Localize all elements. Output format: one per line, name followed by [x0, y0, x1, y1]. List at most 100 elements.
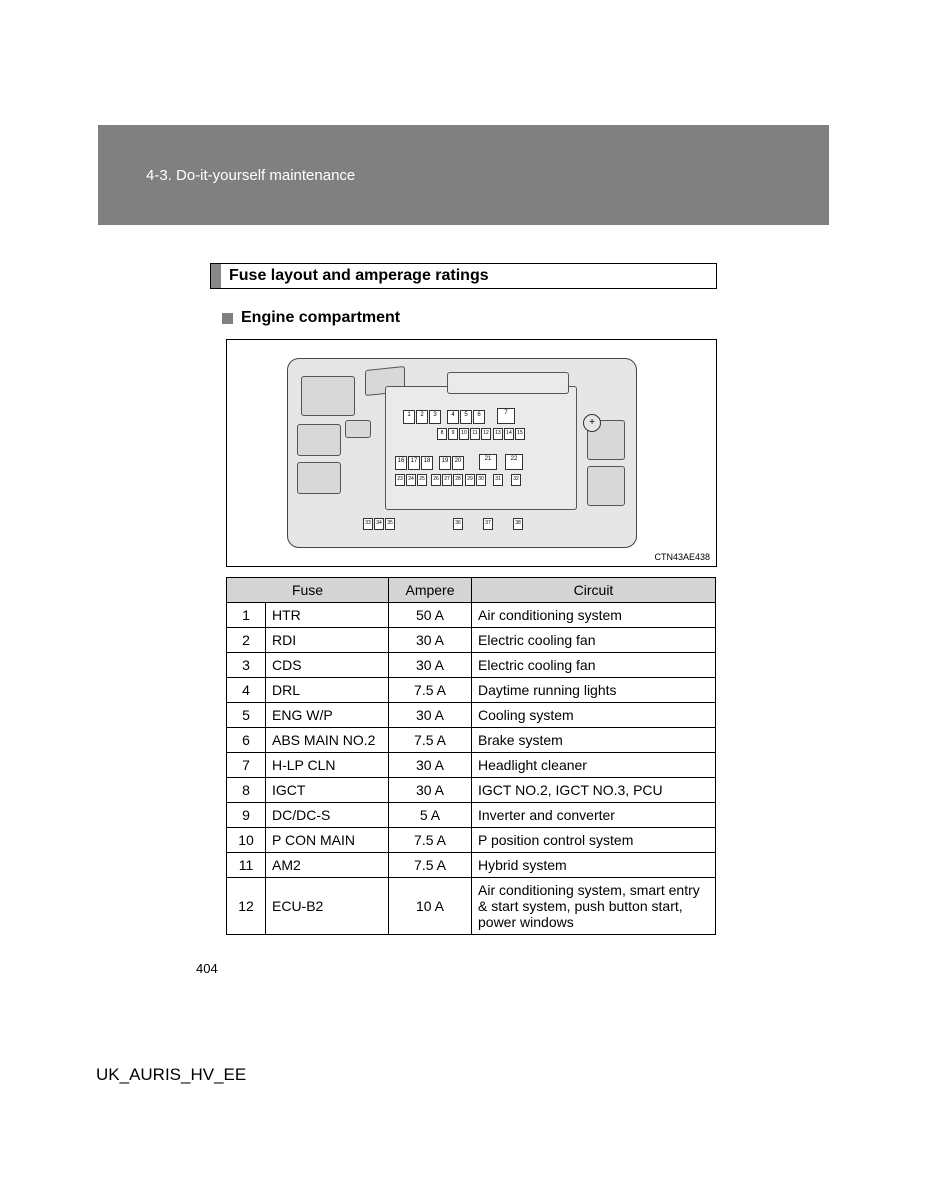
manual-page: 4-3. Do-it-yourself maintenance Fuse lay… [0, 125, 927, 1145]
fusebox-diagram: + 123 456 7 89101112 131415 161718 1920 … [226, 339, 717, 567]
fuse-row-1b: 456 [447, 410, 485, 424]
fuse-slot: 12 [481, 428, 491, 440]
fuse-slot: 32 [511, 474, 521, 486]
fuse-slot: 37 [483, 518, 493, 530]
fuse-row-4b: 262728 [431, 474, 463, 486]
cell-circuit: Electric cooling fan [472, 653, 716, 678]
document-code: UK_AURIS_HV_EE [96, 1065, 927, 1085]
cell-name: ABS MAIN NO.2 [266, 728, 389, 753]
bullet-square-icon [222, 313, 233, 324]
cell-circuit: P position control system [472, 828, 716, 853]
relay-block [345, 420, 371, 438]
cell-amp: 30 A [389, 778, 472, 803]
fuse-slot: 18 [421, 456, 433, 470]
cell-name: RDI [266, 628, 389, 653]
relay-block [297, 424, 341, 456]
table-row: 1HTR50 AAir conditioning system [227, 603, 716, 628]
cell-name: ENG W/P [266, 703, 389, 728]
section-title: Fuse layout and amperage ratings [221, 264, 716, 288]
fuse-slot: 6 [473, 410, 485, 424]
fusebox-outline: + 123 456 7 89101112 131415 161718 1920 … [287, 358, 637, 548]
fuse-slot: 27 [442, 474, 452, 486]
fuse-row-5c: 37 [483, 518, 493, 530]
cell-num: 3 [227, 653, 266, 678]
fuse-slot: 7 [497, 408, 515, 424]
fuse-slot: 36 [453, 518, 463, 530]
cell-amp: 7.5 A [389, 728, 472, 753]
cell-name: ECU-B2 [266, 878, 389, 935]
fuse-slot: 5 [460, 410, 472, 424]
fuse-slot: 15 [515, 428, 525, 440]
fuse-row-4: 232425 [395, 474, 427, 486]
fuse-slot: 8 [437, 428, 447, 440]
section-accent [211, 264, 221, 288]
sub-heading-text: Engine compartment [241, 309, 400, 327]
cell-name: DC/DC-S [266, 803, 389, 828]
relay-block [587, 466, 625, 506]
cell-amp: 7.5 A [389, 853, 472, 878]
fuse-row-1: 123 [403, 410, 441, 424]
fuse-slot: 4 [447, 410, 459, 424]
fuse-slot: 14 [504, 428, 514, 440]
fuse-row-4e: 32 [511, 474, 521, 486]
cell-amp: 50 A [389, 603, 472, 628]
fuse-table: Fuse Ampere Circuit 1HTR50 AAir conditio… [226, 577, 716, 935]
fuse-slot: 25 [417, 474, 427, 486]
fuse-row-2: 89101112 [437, 428, 491, 440]
col-ampere: Ampere [389, 578, 472, 603]
diagram-code: CTN43AE438 [654, 552, 710, 562]
cell-amp: 30 A [389, 703, 472, 728]
cell-circuit: Hybrid system [472, 853, 716, 878]
fuse-slot: 10 [459, 428, 469, 440]
table-row: 10P CON MAIN7.5 AP position control syst… [227, 828, 716, 853]
fuse-slot: 21 [479, 454, 497, 470]
cell-num: 7 [227, 753, 266, 778]
cell-circuit: Inverter and converter [472, 803, 716, 828]
cell-amp: 7.5 A [389, 828, 472, 853]
fuse-row-3d: 22 [505, 454, 523, 470]
cell-circuit: Cooling system [472, 703, 716, 728]
cell-num: 9 [227, 803, 266, 828]
fuse-slot: 35 [385, 518, 395, 530]
fuse-slot: 22 [505, 454, 523, 470]
fuse-slot: 3 [429, 410, 441, 424]
col-fuse: Fuse [227, 578, 389, 603]
chapter-label: 4-3. Do-it-yourself maintenance [146, 167, 355, 184]
fuse-slot: 19 [439, 456, 451, 470]
fuse-slot: 28 [453, 474, 463, 486]
fuse-slot: 34 [374, 518, 384, 530]
fuse-row-4c: 2930 [465, 474, 486, 486]
fuse-slot: 9 [448, 428, 458, 440]
cell-name: IGCT [266, 778, 389, 803]
cell-name: CDS [266, 653, 389, 678]
fuse-slot: 1 [403, 410, 415, 424]
table-row: 2RDI30 AElectric cooling fan [227, 628, 716, 653]
fuse-slot: 33 [363, 518, 373, 530]
fuse-row-3: 161718 [395, 456, 433, 470]
plus-terminal-icon: + [583, 414, 601, 432]
fuse-row-5d: 38 [513, 518, 523, 530]
page-number: 404 [196, 961, 218, 976]
cell-name: HTR [266, 603, 389, 628]
fuse-slot: 11 [470, 428, 480, 440]
fuse-row-5b: 36 [453, 518, 463, 530]
fuse-panel [385, 386, 577, 510]
fuse-slot: 20 [452, 456, 464, 470]
cell-name: H-LP CLN [266, 753, 389, 778]
cell-num: 2 [227, 628, 266, 653]
cell-num: 12 [227, 878, 266, 935]
cell-amp: 10 A [389, 878, 472, 935]
cell-name: P CON MAIN [266, 828, 389, 853]
cell-circuit: Headlight cleaner [472, 753, 716, 778]
cell-num: 8 [227, 778, 266, 803]
cell-circuit: Brake system [472, 728, 716, 753]
table-row: 6ABS MAIN NO.27.5 ABrake system [227, 728, 716, 753]
cell-amp: 30 A [389, 753, 472, 778]
cell-circuit: Daytime running lights [472, 678, 716, 703]
cell-circuit: IGCT NO.2, IGCT NO.3, PCU [472, 778, 716, 803]
sub-heading: Engine compartment [222, 309, 717, 327]
fuse-slot: 30 [476, 474, 486, 486]
fuse-slot: 31 [493, 474, 503, 486]
cell-num: 1 [227, 603, 266, 628]
fuse-row-2b: 131415 [493, 428, 525, 440]
